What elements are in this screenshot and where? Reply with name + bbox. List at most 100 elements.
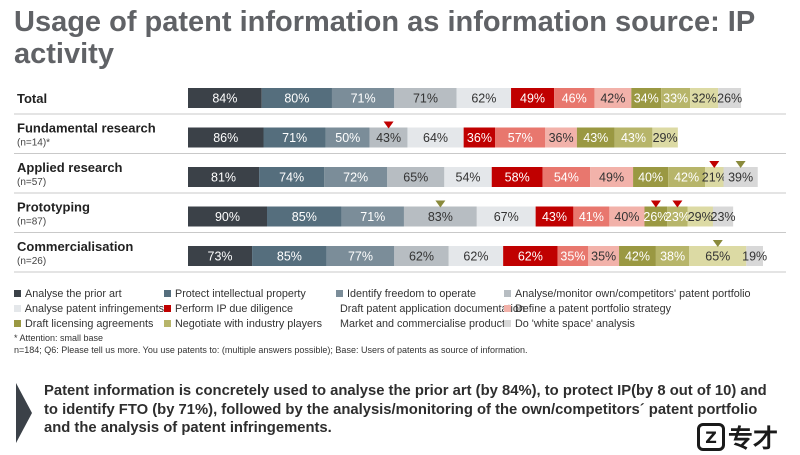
data-label: 74% [279,171,304,185]
legend-swatch-icon [14,305,21,312]
data-label: 29% [688,210,713,224]
stacked-bar-chart: Total 84% 80% 71% 71% 62% 49% 46% 42% 34% 33% 32% 26… [14,88,786,273]
bar-segment [403,206,477,227]
significance-marker-icon [435,200,446,208]
data-label: 19% [742,250,767,264]
page-title: Usage of patent information as informati… [14,6,755,70]
bar-segment [661,88,691,108]
data-label: 85% [292,210,317,224]
data-label: 50% [335,131,360,145]
data-label: 36% [467,131,492,145]
legend-label: Draft patent application documentation [340,302,525,315]
bar-segment [668,167,706,187]
legend-item: Protect intellectual property [164,288,336,300]
bar-segment [609,206,645,227]
legend-label: Analyse/monitor own/competitors' patent … [515,287,751,300]
logo-text: 专才 [728,424,779,453]
significance-marker-icon [735,161,746,168]
data-label: 65% [705,250,730,264]
chevron-right-icon [16,383,32,443]
data-label: 73% [208,250,233,264]
conclusion-text: Patent information is concretely used to… [44,383,767,437]
data-label: 81% [211,171,236,185]
data-label: 23% [711,210,736,224]
legend-label: Market and commercialise products [340,317,511,330]
data-label: 40% [614,210,639,224]
data-label: 80% [284,92,309,106]
data-label: 35% [560,250,585,264]
legend-swatch-icon [164,290,171,297]
bar-segment [594,88,632,108]
bar-segment [557,246,589,266]
bar-segment [746,246,763,266]
bar-segment [723,167,758,187]
chart-row: Applied research (n=57) 81% 74% 72% 65% 54% 58%… [14,160,786,194]
data-label: 85% [277,250,302,264]
data-label: 41% [579,210,604,224]
data-label: 90% [215,210,240,224]
legend-row: Analyse patent infringements Perform IP d… [14,301,794,316]
row-label: Prototyping [17,200,90,215]
data-label: 64% [423,131,448,145]
legend-label: Identify freedom to operate [347,287,477,300]
bar-segment [652,127,678,148]
legend-item: Negotiate with industry players [164,318,336,330]
legend-swatch-icon [336,290,343,297]
bar-segment [718,88,742,108]
data-label: 42% [625,250,650,264]
row-label: Commercialisation [17,239,133,254]
bar-segment [324,167,388,187]
bar-segment [590,167,634,187]
chart-row: Prototyping (n=87) 90% 85% 71% 83% 67% 43% 41% 40… [14,200,786,233]
bar-segment [326,246,395,266]
bar-segment [463,127,496,148]
legend-row: Draft licensing agreements Negotiate with… [14,316,794,331]
data-label: 71% [413,92,438,106]
data-label: 26% [643,210,668,224]
data-label: 38% [660,250,685,264]
bar-segment [188,127,264,148]
bar-segment [188,246,253,266]
data-label: 43% [376,131,401,145]
data-label: 36% [549,131,574,145]
legend-label: Do 'white space' analysis [515,317,635,330]
bar-segment [188,88,262,108]
data-label: 71% [360,210,385,224]
bar-segment [511,88,555,108]
significance-marker-icon [672,200,683,208]
legend-item: Market and commercialise products [336,318,510,330]
legend-item: Identify freedom to operate [336,288,504,300]
bar-segment [263,127,326,148]
bar-segment [631,88,662,108]
bar-segment [369,127,408,148]
legend-label: Analyse patent infringements [24,302,164,315]
legend-swatch-icon [504,305,511,312]
bar-segment [655,246,690,266]
bar-segment [252,246,327,266]
row-sample-size: (n=14)* [17,138,50,149]
significance-marker-icon [712,240,723,247]
bar-segment [667,206,688,227]
bar-segment [476,206,536,227]
bar-segment [588,246,620,266]
bar-segment [188,167,260,187]
bar-segment [687,206,713,227]
bar-segment [325,127,370,148]
legend-label: Define a patent portfolio strategy [515,302,672,315]
data-label: 43% [621,131,646,145]
bar-segment [633,167,669,187]
bar-segment [554,88,595,108]
source-note: n=184; Q6: Please tell us more. You use … [14,345,528,355]
data-label: 29% [653,131,678,145]
row-sample-size: (n=26) [17,256,46,267]
chart-legend: Analyse the prior art Protect intellectua… [14,286,794,331]
data-label: 21% [702,171,727,185]
bar-segment [259,167,325,187]
bar-segment [495,127,546,148]
data-label: 77% [348,250,373,264]
row-label: Fundamental research [17,121,156,136]
data-label: 54% [456,171,481,185]
bar-segment [576,127,615,148]
data-label: 72% [343,171,368,185]
bar-segment [267,206,342,227]
